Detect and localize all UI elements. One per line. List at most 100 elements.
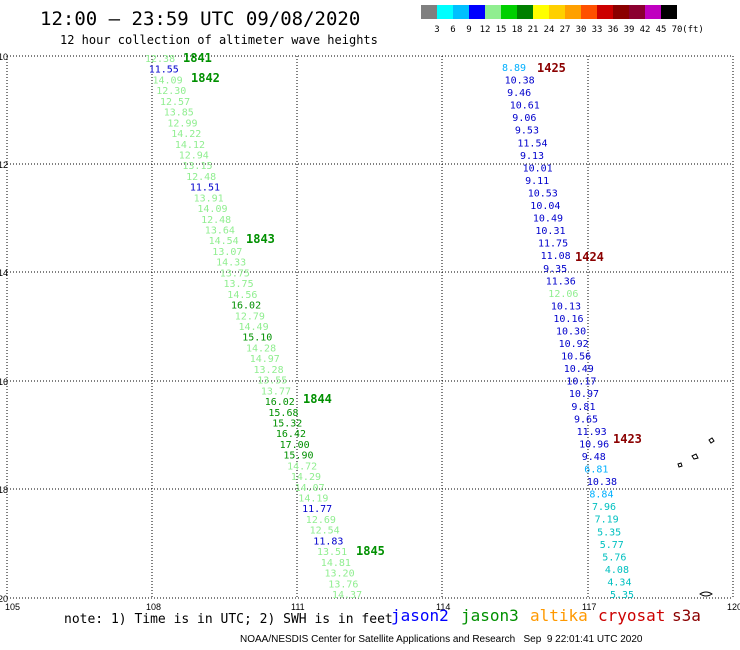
coastline-island	[677, 462, 683, 468]
legend-jason3: jason3	[461, 606, 519, 625]
color-scale-swatch	[645, 5, 661, 19]
wave-height-value: 6.81	[584, 465, 608, 476]
wave-height-value: 10.30	[556, 327, 586, 338]
wave-height-value: 11.83	[313, 536, 343, 547]
wave-height-value: 10.97	[569, 389, 599, 400]
page-title: 12:00 – 23:59 UTC 09/08/2020	[40, 8, 361, 30]
wave-height-value: 13.15	[182, 161, 212, 172]
wave-height-value: 12.99	[167, 118, 197, 129]
wave-height-value: 9.46	[507, 88, 531, 99]
y-tick-label: 14	[0, 268, 8, 278]
color-scale-label: 70	[671, 25, 683, 35]
coastline-island	[691, 453, 699, 460]
color-scale-swatch	[501, 5, 517, 19]
color-scale-label: 21	[527, 25, 539, 35]
pass-labels: 1841 1842 1843 1844 1845 1425 1424 1423	[183, 51, 642, 558]
wave-height-value: 10.38	[587, 477, 617, 488]
wave-height-value: 9.53	[515, 126, 539, 137]
pass-label-1841: 1841	[183, 51, 212, 65]
track-1841-1845: 12.3811.5514.0912.3012.5713.8512.9914.22…	[145, 54, 362, 601]
wave-height-value: 10.04	[530, 201, 560, 212]
wave-height-value: 15.68	[268, 408, 298, 419]
wave-height-value: 12.54	[310, 526, 340, 537]
wave-height-value: 10.31	[535, 226, 565, 237]
wave-height-value: 16.42	[276, 429, 306, 440]
color-scale-swatch	[469, 5, 485, 19]
wave-height-value: 12.69	[306, 515, 336, 526]
wave-height-value: 15.90	[283, 451, 313, 462]
x-tick-label: 111	[291, 602, 305, 612]
wave-height-value: 10.96	[579, 439, 609, 450]
wave-height-value: 13.85	[164, 108, 194, 119]
color-scale-swatch	[533, 5, 549, 19]
wave-height-value: 13.55	[257, 376, 287, 387]
wave-height-value: 11.77	[302, 504, 332, 515]
wave-height-value: 8.84	[589, 490, 613, 501]
wave-height-value: 15.10	[242, 333, 272, 344]
color-scale-swatch	[565, 5, 581, 19]
wave-height-value: 14.97	[250, 354, 280, 365]
legend-cryosat: cryosat	[598, 606, 666, 625]
wave-height-value: 10.16	[553, 314, 583, 325]
wave-height-value: 7.96	[592, 502, 616, 513]
color-scale-label: 9	[466, 25, 472, 35]
color-scale-label: 3	[434, 25, 440, 35]
wave-height-value: 9.06	[512, 113, 536, 124]
y-tick-label: 16	[0, 377, 8, 387]
color-scale-label: 33	[591, 25, 603, 35]
color-scale-label: 39	[623, 25, 635, 35]
wave-height-value: 10.92	[559, 339, 589, 350]
y-tick-label: 12	[0, 160, 8, 170]
wave-height-value: 10.38	[505, 76, 535, 87]
pass-label-1845: 1845	[356, 544, 385, 558]
color-scale-label: 36	[607, 25, 619, 35]
color-scale-swatch	[485, 5, 501, 19]
wave-height-value: 13.64	[205, 226, 235, 237]
wave-height-value: 14.72	[287, 461, 317, 472]
y-tick-label: 10	[0, 52, 8, 62]
wave-height-value: 10.61	[510, 101, 540, 112]
wave-height-value: 11.51	[190, 183, 220, 194]
wave-height-value: 14.12	[175, 140, 205, 151]
wave-height-value: 12.79	[235, 311, 265, 322]
wave-height-value: 5.76	[602, 552, 626, 563]
credits-footer: NOAA/NESDIS Center for Satellite Applica…	[240, 634, 643, 645]
wave-height-value: 14.29	[291, 472, 321, 483]
wave-height-value: 16.02	[265, 397, 295, 408]
map-grid	[6, 55, 734, 599]
wave-height-value: 5.77	[600, 540, 624, 551]
color-scale-label: 42	[639, 25, 651, 35]
pass-label-1423: 1423	[613, 432, 642, 446]
wave-height-value: 9.13	[520, 151, 544, 162]
x-tick-label: 114	[436, 602, 450, 612]
wave-height-value: 11.75	[538, 239, 568, 250]
color-scale-label: 45	[655, 25, 667, 35]
color-scale-label: 30	[575, 25, 587, 35]
wave-height-value: 12.94	[179, 151, 209, 162]
wave-height-value: 14.49	[239, 322, 269, 333]
wave-height-value: 10.53	[528, 189, 558, 200]
wave-height-value: 10.56	[561, 352, 591, 363]
color-scale-label: 15	[495, 25, 507, 35]
wave-height-value: 7.19	[595, 515, 619, 526]
y-tick-label: 18	[0, 485, 8, 495]
wave-height-value: 13.91	[194, 193, 224, 204]
color-scale-label: 12	[479, 25, 491, 35]
wave-height-value: 14.19	[298, 494, 328, 505]
wave-height-value: 13.28	[254, 365, 284, 376]
pass-label-1425: 1425	[537, 61, 566, 75]
wave-height-value: 12.30	[156, 86, 186, 97]
y-tick-label: 20	[0, 594, 8, 604]
wave-height-value: 14.33	[216, 258, 246, 269]
wave-height-value: 14.81	[321, 558, 351, 569]
color-scale-swatch	[437, 5, 453, 19]
wave-height-value: 11.36	[546, 276, 576, 287]
axis-ticks: 105 108 111 114 117 120 10 12 14 16 18 20	[0, 52, 740, 612]
x-tick-label: 105	[5, 602, 20, 612]
wave-height-value: 13.75	[220, 268, 250, 279]
wave-height-value: 9.65	[574, 414, 598, 425]
wave-height-value: 10.01	[523, 163, 553, 174]
wave-height-value: 10.49	[564, 364, 594, 375]
pass-label-1842: 1842	[191, 71, 220, 85]
color-scale-unit: (ft)	[682, 25, 704, 35]
